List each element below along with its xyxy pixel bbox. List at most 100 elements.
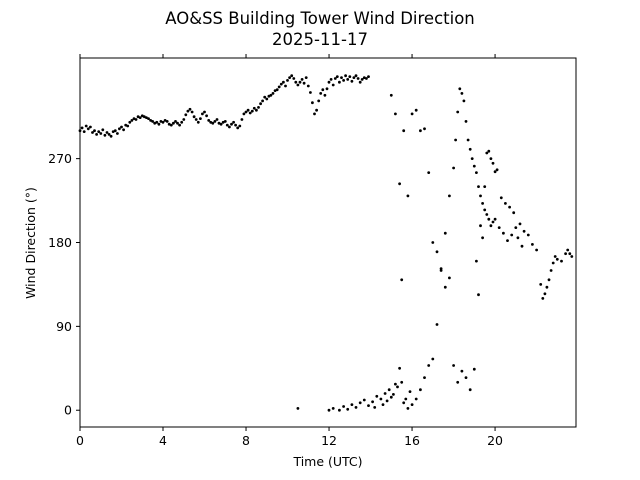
data-point	[419, 388, 422, 392]
data-point	[103, 133, 107, 137]
data-point	[348, 75, 352, 78]
data-point	[472, 164, 476, 168]
data-point	[408, 390, 412, 393]
data-point	[423, 127, 426, 131]
data-point	[414, 108, 418, 112]
data-point	[113, 129, 117, 133]
data-point	[186, 109, 190, 113]
data-point	[288, 76, 291, 79]
data-point	[89, 125, 92, 129]
data-point	[265, 97, 269, 101]
data-point	[481, 236, 484, 240]
x-tick-label: 0	[76, 433, 84, 448]
data-point	[80, 126, 84, 130]
data-point	[165, 120, 169, 123]
data-point	[259, 102, 262, 106]
data-point	[232, 120, 236, 124]
data-point	[389, 93, 393, 97]
data-point	[255, 108, 258, 112]
data-point	[271, 92, 275, 95]
data-point	[230, 122, 233, 126]
data-point	[161, 120, 165, 124]
data-point	[371, 400, 374, 404]
data-point	[172, 121, 175, 125]
data-point	[464, 120, 468, 123]
data-point	[508, 205, 511, 209]
data-point	[194, 118, 198, 121]
data-point	[252, 106, 256, 110]
data-point	[284, 84, 287, 88]
data-point	[518, 222, 522, 226]
y-axis-label: Wind Direction (°)	[23, 187, 38, 299]
data-point	[130, 119, 134, 122]
data-point	[566, 248, 570, 252]
data-point	[522, 229, 526, 233]
data-point	[454, 138, 457, 142]
data-point	[541, 297, 545, 300]
data-point	[400, 278, 404, 282]
data-point	[456, 110, 460, 114]
y-axis-ticks: 0 90 180 270	[48, 151, 80, 418]
data-point	[448, 276, 451, 280]
data-point	[531, 243, 534, 246]
data-point	[109, 134, 113, 138]
data-point	[273, 89, 277, 92]
data-point	[107, 133, 111, 136]
data-point	[354, 74, 358, 78]
data-point	[275, 88, 279, 92]
data-point	[306, 84, 310, 88]
data-point	[242, 112, 246, 116]
data-point	[362, 76, 366, 79]
data-point	[396, 385, 399, 389]
data-point	[553, 255, 557, 258]
data-point	[327, 80, 331, 84]
data-point	[466, 138, 470, 142]
data-point	[126, 124, 130, 128]
data-point	[257, 106, 260, 109]
data-point	[539, 283, 543, 286]
data-point	[296, 83, 300, 87]
data-point	[406, 194, 410, 198]
data-point	[381, 403, 385, 406]
data-point	[535, 248, 538, 252]
data-point	[101, 128, 105, 132]
data-point	[468, 388, 472, 392]
data-points	[78, 74, 574, 412]
data-point	[551, 261, 555, 265]
data-point	[462, 99, 466, 103]
data-point	[491, 161, 495, 165]
data-point	[402, 401, 406, 405]
data-point	[350, 403, 354, 406]
data-point	[427, 171, 431, 175]
data-point	[82, 130, 86, 134]
data-point	[134, 118, 138, 121]
data-point	[477, 293, 480, 297]
data-point	[199, 117, 202, 120]
data-point	[458, 87, 462, 91]
data-point	[225, 123, 229, 127]
data-point	[201, 112, 204, 116]
data-point	[120, 125, 123, 129]
chart-title: AO&SS Building Tower Wind Direction	[165, 9, 475, 28]
data-point	[394, 382, 397, 386]
data-point	[331, 83, 335, 87]
data-point	[431, 357, 435, 361]
data-point	[91, 131, 94, 134]
data-point	[327, 408, 331, 412]
data-point	[246, 108, 250, 112]
data-point	[506, 239, 509, 243]
data-point	[228, 125, 231, 129]
data-point	[499, 196, 503, 200]
data-point	[520, 244, 524, 248]
data-point	[547, 278, 551, 282]
data-point	[356, 77, 360, 80]
data-point	[167, 122, 171, 126]
data-point	[116, 132, 119, 135]
data-point	[122, 128, 125, 132]
data-point	[475, 171, 478, 175]
data-point	[223, 120, 227, 123]
data-point	[443, 231, 447, 235]
data-point	[317, 99, 321, 103]
